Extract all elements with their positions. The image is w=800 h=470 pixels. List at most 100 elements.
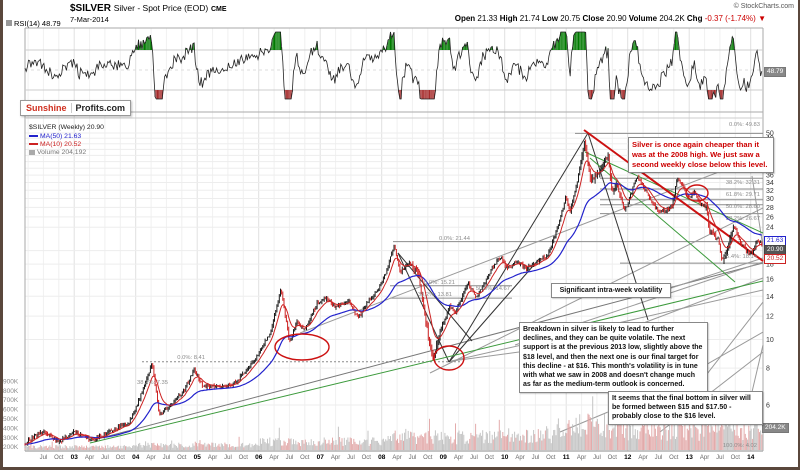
symbol-ticker: $SILVER [70,3,111,14]
low-label: Low [541,14,558,23]
svg-text:Jul: Jul [655,455,663,461]
svg-text:09: 09 [440,454,448,461]
close-label: Close [582,14,605,23]
time-axis-labels: Jul Oct Apr Jul Oct 03 Apr Jul Oct 04 Apr Jul Oct 05 A… [40,454,755,461]
ma10-price-badge: 20.52 [764,254,787,264]
svg-text:Apr: Apr [515,455,524,461]
symbol-description: Silver - Spot Price (EOD) [113,3,209,13]
rsi-value-badge: 48.79 [764,67,787,77]
ma50-line [24,182,762,445]
svg-text:07: 07 [317,454,325,461]
svg-text:Oct: Oct [239,455,249,461]
svg-text:28: 28 [766,205,774,212]
chart-date: 7-Mar-2014 [70,15,109,24]
svg-text:Oct: Oct [423,455,433,461]
svg-text:6: 6 [766,403,770,410]
svg-text:50: 50 [766,131,774,138]
svg-text:13: 13 [686,454,694,461]
svg-text:12: 12 [624,454,632,461]
svg-text:Apr: Apr [454,455,463,461]
svg-text:Jul: Jul [224,455,232,461]
svg-text:Apr: Apr [700,455,709,461]
rsi-line [24,31,763,100]
svg-text:0.0%: 21.44: 0.0%: 21.44 [439,236,471,242]
svg-text:Oct: Oct [731,455,741,461]
right-edge [798,0,800,470]
svg-text:400K: 400K [3,425,19,432]
volume-label: Volume [628,14,658,23]
svg-text:Apr: Apr [392,455,401,461]
svg-text:500K: 500K [3,416,19,423]
svg-text:Oct: Oct [485,455,495,461]
svg-text:50.0%: 14.67: 50.0%: 14.67 [476,286,510,292]
svg-text:600K: 600K [3,407,19,414]
copyright: © StockCharts.com [733,3,794,10]
svg-text:36: 36 [766,173,774,180]
svg-text:Oct: Oct [608,455,618,461]
svg-text:Oct: Oct [54,455,64,461]
svg-text:900K: 900K [3,378,19,385]
svg-text:Oct: Oct [177,455,187,461]
svg-text:Jul: Jul [347,455,355,461]
ma10-line [24,160,762,445]
svg-text:Jul: Jul [716,455,724,461]
svg-text:16: 16 [766,277,774,284]
svg-text:300K: 300K [3,435,19,442]
svg-text:38.2%: 7.35: 38.2%: 7.35 [137,380,168,386]
svg-text:26: 26 [766,214,774,221]
svg-text:Apr: Apr [208,455,217,461]
logo-profits: Profits.com [70,103,126,113]
legend-ma10: MA(10) 20.52 [29,141,81,148]
open-label: Open [454,14,476,23]
left-edge [0,0,3,470]
open-value: 21.33 [477,14,498,23]
svg-text:06: 06 [255,454,263,461]
ma10-line-icon [29,143,38,146]
svg-text:Apr: Apr [146,455,155,461]
svg-text:0.0%: 8.41: 0.0%: 8.41 [177,355,205,361]
close-value: 20.90 [606,14,627,23]
svg-text:Oct: Oct [116,455,126,461]
rsi-icon [6,20,12,26]
svg-text:100.0%: 4.02: 100.0%: 4.02 [723,443,757,449]
volume-bars-icon [29,149,35,155]
annotation-intraweek-volatility: Significant intra-week volatility [551,283,671,299]
annotation-ellipses [274,184,709,371]
legend-ma50: MA(50) 21.63 [29,133,81,140]
svg-text:38.2%: 13.81: 38.2%: 13.81 [418,292,452,298]
svg-text:76.4%: 18.14: 76.4%: 18.14 [723,254,758,260]
svg-text:Oct: Oct [362,455,372,461]
svg-text:03: 03 [71,454,79,461]
chg-value: -0.37 (-1.74%) [704,14,756,23]
volume-value: 204.2K [659,14,685,23]
svg-text:08: 08 [378,454,386,461]
volume-value-badge: 204.2K [762,423,789,433]
svg-text:38.2%: 26.67: 38.2%: 26.67 [726,216,760,222]
chg-down-arrow-icon: ▼ [758,14,766,23]
svg-text:61.8%: 29.71: 61.8%: 29.71 [726,192,760,198]
ma50-line-icon [29,135,38,138]
svg-text:14: 14 [747,454,755,461]
annotation-2008-high-note: Silver is once again cheaper than it was… [628,137,774,174]
svg-text:200K: 200K [3,444,19,451]
svg-text:24: 24 [766,225,774,232]
svg-text:Jul: Jul [409,455,417,461]
svg-text:Apr: Apr [85,455,94,461]
svg-text:Jul: Jul [470,455,478,461]
svg-text:Oct: Oct [546,455,556,461]
svg-text:32: 32 [766,188,774,195]
svg-text:Jul: Jul [532,455,540,461]
exchange-label: CME [210,6,227,13]
svg-text:11: 11 [563,454,570,461]
svg-text:50.0%: 28.60: 50.0%: 28.60 [726,204,760,210]
svg-text:8: 8 [766,366,770,373]
svg-text:10: 10 [501,454,509,461]
svg-text:10: 10 [766,337,774,344]
svg-text:Jul: Jul [593,455,601,461]
logo-sunshine: Sunshine [26,103,67,113]
quote-line: Open 21.33 High 21.74 Low 20.75 Close 20… [455,14,766,23]
svg-text:18: 18 [766,262,774,269]
svg-text:Jul: Jul [40,455,48,461]
chg-label: Chg [686,14,703,23]
